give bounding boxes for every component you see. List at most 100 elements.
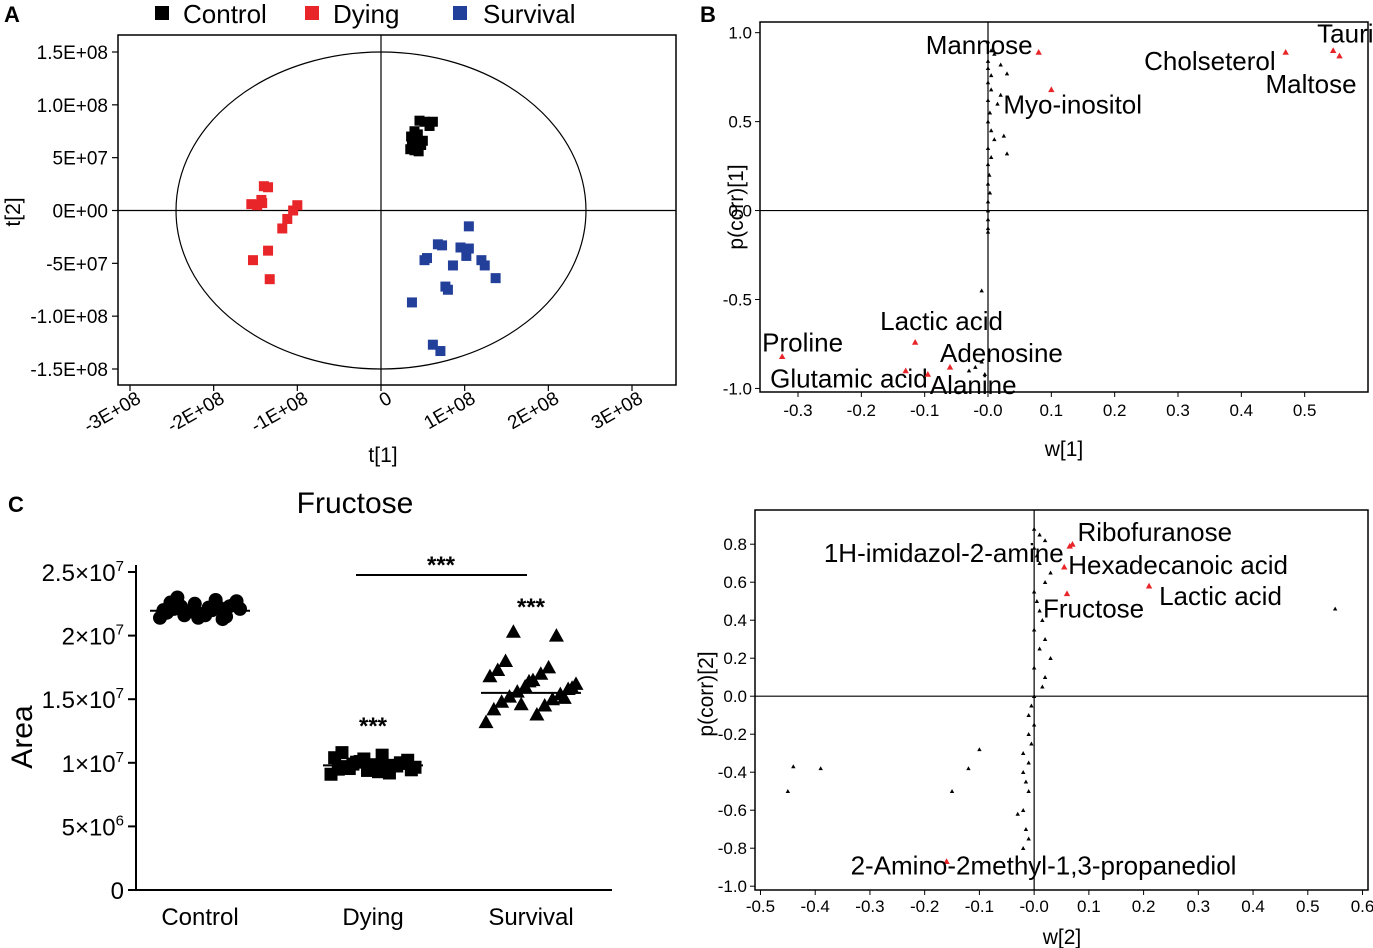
metabolite-label-b: Glutamic acid <box>770 364 928 394</box>
loading-point-d <box>1026 789 1031 793</box>
loading-point-d <box>1042 637 1048 641</box>
loading-point-b <box>992 137 997 142</box>
loading-point-b <box>979 359 984 364</box>
loading-point-d <box>1037 608 1042 613</box>
data-point-control <box>191 610 206 625</box>
loading-point-d <box>1031 665 1037 670</box>
y-tick-label-b: 1.0 <box>728 24 752 43</box>
x-tick-label-d: -0.3 <box>855 897 884 916</box>
data-point-survival <box>461 250 472 261</box>
y-tick-label-b: 0.5 <box>728 113 752 132</box>
loading-point-d <box>1023 779 1029 784</box>
x-tick-label-b: 0.4 <box>1230 401 1254 420</box>
x-tick-label-b: 0.3 <box>1166 401 1190 420</box>
highlight-point-b <box>946 363 954 370</box>
confidence-ellipse <box>175 51 587 370</box>
data-point-dying <box>246 199 257 210</box>
x-tick-label-b: -0.3 <box>783 401 812 420</box>
x-axis-label-a: t[1] <box>368 444 397 467</box>
data-point-control <box>229 594 244 609</box>
x-tick-label-b: -0.0 <box>973 401 1002 420</box>
data-point-survival <box>479 260 490 271</box>
legend-dying-label: Dying <box>333 0 399 29</box>
data-point-dying <box>252 200 263 211</box>
loading-point-d <box>1031 545 1037 550</box>
x-tick-label-d: 0.2 <box>1132 897 1156 916</box>
metabolite-label-d: Fructose <box>1043 594 1144 624</box>
y-axis-label-b: p(corr)[1] <box>725 164 748 249</box>
x-tick-label-d: 0.3 <box>1187 897 1211 916</box>
y-tick-label-d: 0.8 <box>723 535 747 554</box>
loading-point-d <box>1040 684 1045 689</box>
x-axis-label-d: w[2] <box>1042 926 1082 948</box>
data-point-control <box>411 137 422 148</box>
loading-point-b <box>992 51 997 56</box>
metabolite-label-b: Alanine <box>930 370 1017 400</box>
metabolite-label-b: Cholseterol <box>1144 46 1276 76</box>
data-point-control <box>215 612 230 627</box>
data-point-survival <box>513 696 529 711</box>
data-point-survival <box>419 255 430 266</box>
loading-point-b <box>988 73 994 78</box>
legend-control-marker <box>155 6 169 20</box>
data-point-survival <box>478 714 494 729</box>
data-point-dying <box>258 181 269 192</box>
highlight-point-b <box>1336 52 1343 59</box>
y-tick-label-a: 5E+07 <box>53 149 108 170</box>
data-point-survival <box>498 653 514 668</box>
highlight-point-b <box>1035 49 1042 55</box>
data-point-survival <box>447 260 458 271</box>
x-tick-label-a: 0 <box>376 388 396 411</box>
highlight-point-b <box>902 367 909 374</box>
x-axis-label-b: w[1] <box>1044 438 1084 461</box>
x-tick-label-d: 0.4 <box>1241 897 1265 916</box>
y-tick-label-b: -1.0 <box>723 379 752 398</box>
loading-point-d <box>1023 827 1029 831</box>
highlight-point-d <box>1066 542 1073 549</box>
loading-point-d <box>1034 553 1040 558</box>
metabolite-label-b: Mannose <box>926 30 1033 60</box>
loading-point-d <box>1042 675 1048 679</box>
panel-c: Fructose 0 5×106 1×107 1.5×107 2×107 2.5×107 C… <box>6 487 612 931</box>
highlight-point-b <box>1329 47 1337 54</box>
data-point-control <box>424 120 435 131</box>
x-tick-label-d: 0.1 <box>1077 897 1101 916</box>
x-tick-label-d: -0.5 <box>746 897 775 916</box>
highlight-point-b <box>1282 49 1289 55</box>
loading-point-d <box>1037 646 1042 651</box>
data-point-survival <box>541 659 557 674</box>
significance-stars: *** <box>359 713 388 740</box>
loading-point-b <box>988 48 994 53</box>
y-tick-label-a: 1.5E+08 <box>37 43 108 64</box>
data-point-survival <box>501 689 517 703</box>
x-tick-label-b: -0.1 <box>910 401 939 420</box>
data-point-dying <box>404 763 418 777</box>
loading-point-d <box>1020 770 1026 774</box>
y-tick-label-a: -1.0E+08 <box>30 307 108 328</box>
y-tick-label-a: 1.0E+08 <box>37 96 108 117</box>
significance-stars: *** <box>517 594 546 621</box>
loading-point-b <box>985 229 991 234</box>
data-point-survival <box>564 680 580 694</box>
x-tick-label-d: -0.4 <box>801 897 830 916</box>
x-tick-label-b: 0.1 <box>1040 401 1064 420</box>
loading-point-d <box>1031 589 1037 594</box>
loading-point-b <box>985 199 991 204</box>
y-tick-label-d: -0.6 <box>718 801 747 820</box>
loading-point-b <box>1004 71 1010 76</box>
loading-point-d <box>1048 570 1053 575</box>
loading-point-b <box>988 87 994 92</box>
data-point-dying <box>335 746 349 760</box>
y-tick-label-c: 2.5×107 <box>42 558 124 587</box>
y-tick-label-c: 1.5×107 <box>42 685 124 714</box>
y-tick-label-c: 2×107 <box>62 622 124 651</box>
loading-point-b <box>1001 133 1007 138</box>
metabolite-label-b: Lactic acid <box>880 306 1003 336</box>
loading-point-b <box>985 39 991 44</box>
loading-point-b <box>985 226 991 231</box>
loading-point-b <box>985 66 991 71</box>
loading-point-b <box>995 101 1000 106</box>
data-point-survival <box>509 684 525 698</box>
panel-d: 0.8 0.6 0.4 0.2 0.0 -0.2 -0.4 -0.6 -0.8 -1.0-0.5 -… <box>695 509 1373 948</box>
loading-point-b <box>998 62 1003 67</box>
